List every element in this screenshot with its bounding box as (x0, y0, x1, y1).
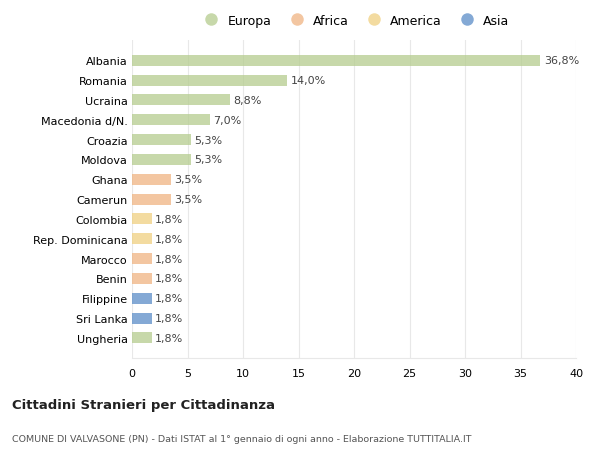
Bar (132, 253, 152, 264)
Bar (132, 56, 541, 67)
Text: 8,8%: 8,8% (233, 96, 262, 106)
Bar (132, 293, 152, 304)
Text: 1,8%: 1,8% (155, 254, 184, 264)
Bar (132, 95, 230, 106)
Text: 1,8%: 1,8% (155, 294, 184, 303)
Text: 1,8%: 1,8% (155, 214, 184, 224)
Text: Cittadini Stranieri per Cittadinanza: Cittadini Stranieri per Cittadinanza (12, 398, 275, 412)
Text: 3,5%: 3,5% (174, 195, 202, 205)
Text: 36,8%: 36,8% (544, 56, 579, 66)
Bar (132, 194, 171, 205)
Text: 5,3%: 5,3% (194, 155, 222, 165)
Bar (132, 75, 287, 86)
Text: 1,8%: 1,8% (155, 274, 184, 284)
Bar (132, 155, 191, 166)
Text: 1,8%: 1,8% (155, 313, 184, 324)
Text: 14,0%: 14,0% (291, 76, 326, 86)
Legend: Europa, Africa, America, Asia: Europa, Africa, America, Asia (194, 10, 514, 33)
Bar (132, 214, 152, 225)
Bar (132, 274, 152, 284)
Bar (132, 115, 210, 126)
Text: 3,5%: 3,5% (174, 175, 202, 185)
Text: 1,8%: 1,8% (155, 234, 184, 244)
Text: 5,3%: 5,3% (194, 135, 222, 146)
Bar (132, 333, 152, 344)
Text: COMUNE DI VALVASONE (PN) - Dati ISTAT al 1° gennaio di ogni anno - Elaborazione : COMUNE DI VALVASONE (PN) - Dati ISTAT al… (12, 434, 472, 442)
Bar (132, 135, 191, 146)
Bar (132, 174, 171, 185)
Bar (132, 234, 152, 245)
Text: 7,0%: 7,0% (213, 116, 241, 125)
Bar (132, 313, 152, 324)
Text: 1,8%: 1,8% (155, 333, 184, 343)
